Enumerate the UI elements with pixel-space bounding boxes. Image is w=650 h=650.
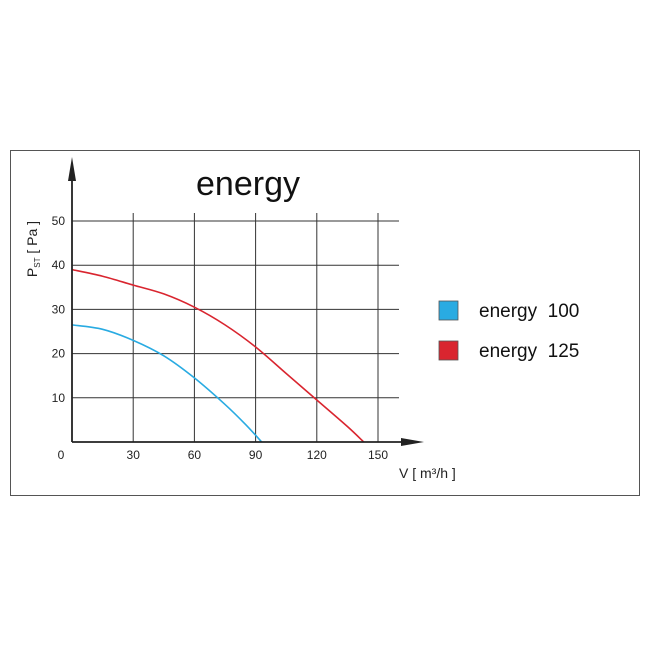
y-tick-50: 50 [52,214,66,228]
axes [68,157,424,446]
y-axis-arrow [68,157,76,181]
y-axis-label: PST [ Pa ] [24,221,42,277]
series-line-2 [71,268,365,443]
y-tick-20: 20 [52,347,66,361]
x-axis-label: V [ m³/h ] [399,465,456,481]
y-tick-10: 10 [52,391,66,405]
legend-swatch-1 [438,300,459,321]
y-tick-40: 40 [52,258,66,272]
x-tick-60: 60 [188,448,202,462]
x-tick-30: 30 [127,448,141,462]
x-axis-label-text: V [ m³/h ] [399,465,456,481]
legend: energy 100 energy 125 [438,300,579,362]
grid [72,213,399,442]
y-axis-label-text: PST [ Pa ] [24,221,42,277]
y-tick-30: 30 [52,302,66,316]
legend-label-2: energy 125 [479,341,579,362]
x-tick-120: 120 [307,448,327,462]
legend-swatch-2 [438,340,459,361]
chart: 0 30 60 90 120 150 10 20 30 40 50 energy PST [ Pa… [24,157,579,481]
x-tick-90: 90 [249,448,263,462]
x-tick-150: 150 [368,448,388,462]
y-tick-labels: 10 20 30 40 50 [52,214,66,405]
x-tick-0: 0 [58,448,65,462]
x-tick-labels: 0 30 60 90 120 150 [58,448,389,462]
chart-frame: 0 30 60 90 120 150 10 20 30 40 50 energy PST [ Pa… [10,150,640,496]
chart-title: energy [196,165,300,203]
series-lines [71,268,365,443]
series-line-1 [71,324,263,443]
x-axis-arrow [401,438,424,446]
legend-label-1: energy 100 [479,301,579,322]
